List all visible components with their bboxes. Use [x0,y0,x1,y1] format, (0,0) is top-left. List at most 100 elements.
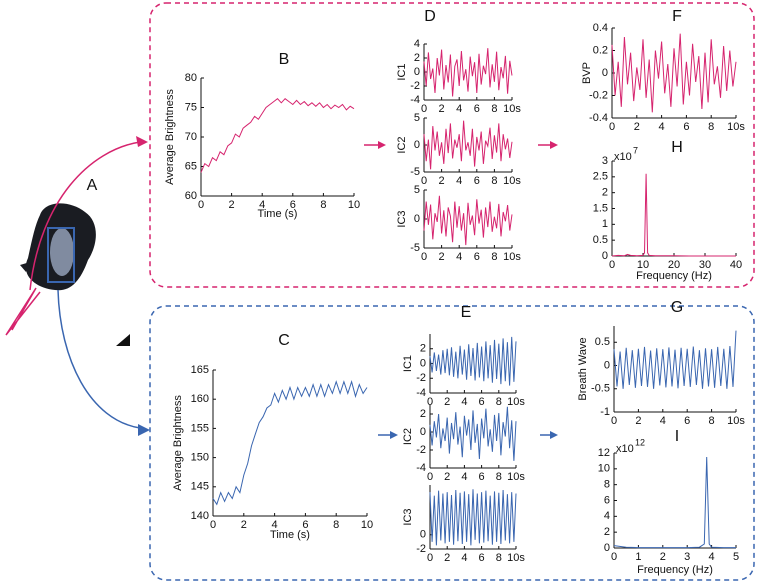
y-tick-label: 2 [604,526,610,538]
x-tick-label: 4 [456,103,462,115]
x-tick-label: 2 [439,251,445,263]
x-tick-label: 4 [259,199,265,211]
x-tick-label: 10s [727,415,745,427]
x-axis-label: Frequency (Hz) [637,564,713,576]
y-axis-label: Average Brightness [172,395,184,491]
x-tick-label: 4 [461,396,467,408]
y-tick-label: 0 [604,359,610,371]
x-tick-label: 2 [444,552,450,564]
x-tick-label: 1 [635,551,641,563]
x-tick-label: 10s [507,396,525,408]
y-tick-label: 145 [191,481,209,493]
signal-line [429,489,517,546]
y-tick-label: 0 [420,426,426,438]
x-tick-label: 8 [708,121,714,133]
signal-line [613,456,736,549]
x-tick-label: 0 [427,552,433,564]
y-tick-label: -0.2 [589,89,608,101]
y-tick-label: 0 [414,139,420,151]
x-tick-label: 4 [659,121,665,133]
x-tick-label: 8 [333,519,339,531]
x-tick-label: 4 [456,175,462,187]
x-tick-label: 8 [496,471,502,483]
x-tick-label: 2 [660,551,666,563]
x-tick-label: 40 [730,259,742,271]
x-tick-label: 4 [709,551,715,563]
x-tick-label: 0 [421,251,427,263]
y-tick-label: -2 [416,543,426,555]
y-tick-label: 12 [598,447,610,459]
y-tick-label: 160 [191,393,209,405]
y-tick-label: 4 [604,510,610,522]
x-tick-label: 8 [491,103,497,115]
arrows [5,136,558,439]
y-axis-label: IC2 [396,136,408,153]
panel-title: D [424,8,436,25]
y-tick-label: -4 [416,462,426,474]
y-tick-label: 2 [602,187,608,199]
x-tick-label: 10 [361,519,373,531]
signal-line [200,98,355,173]
x-tick-label: 0 [421,103,427,115]
y-tick-label: 2 [420,408,426,420]
panel-title: E [461,304,472,321]
y-tick-label: -2 [410,80,420,92]
x-tick-label: 0 [421,175,427,187]
x-tick-label: 2 [229,199,235,211]
x-tick-label: 6 [474,175,480,187]
y-axis-label: IC1 [396,63,408,80]
x-tick-label: 8 [709,415,715,427]
y-tick-label: -2 [416,372,426,384]
x-tick-label: 4 [660,415,666,427]
y-tick-label: 0 [604,542,610,554]
panel-title: I [675,428,679,445]
y-tick-label: 0 [602,67,608,79]
x-tick-label: 6 [683,121,689,133]
y-axis-label: IC2 [402,428,414,445]
y-tick-label: 6 [604,494,610,506]
y-axis-label: IC3 [396,210,408,227]
x-tick-label: 2 [439,103,445,115]
y-tick-label: 65 [185,160,197,172]
x-tick-label: 6 [684,415,690,427]
x-tick-label: 0 [210,519,216,531]
x-axis-label: Time (s) [258,208,298,220]
x-tick-label: 8 [491,251,497,263]
y-tick-label: 0 [602,250,608,262]
x-tick-label: 10 [637,259,649,271]
y-tick-label: 80 [185,72,197,84]
x-tick-label: 6 [302,519,308,531]
y-tick-label: 0.2 [593,44,608,56]
panel-label: A [87,177,98,194]
y-axis-label: Breath Wave [577,337,589,400]
x-tick-label: 8 [320,199,326,211]
y-tick-label: 0.5 [593,234,608,246]
y-axis-label: Average Brightness [164,89,176,185]
x-tick-label: 0 [609,121,615,133]
y-tick-label: -0.5 [591,383,610,395]
y-axis-label: IC3 [402,508,414,525]
x-tick-label: 2 [635,415,641,427]
x-tick-label: 0 [427,396,433,408]
scale-label: x10 [616,443,634,455]
scale-exponent: 12 [635,437,645,447]
y-tick-label: 150 [191,452,209,464]
signal-line [429,336,517,386]
x-tick-label: 6 [474,103,480,115]
y-tick-label: -4 [410,94,420,106]
y-tick-label: 8 [604,479,610,491]
x-tick-label: 2 [444,396,450,408]
panel-title: C [278,332,290,349]
y-tick-label: 5 [414,184,420,196]
x-tick-label: 10s [503,251,521,263]
y-tick-label: 60 [185,190,197,202]
x-tick-label: 2 [634,121,640,133]
x-tick-label: 6 [479,471,485,483]
y-tick-label: -5 [410,242,420,254]
x-tick-label: 0 [611,551,617,563]
x-tick-label: 0 [611,415,617,427]
y-tick-label: 10 [598,463,610,475]
y-tick-label: 1.5 [593,202,608,214]
x-tick-label: 20 [668,259,680,271]
